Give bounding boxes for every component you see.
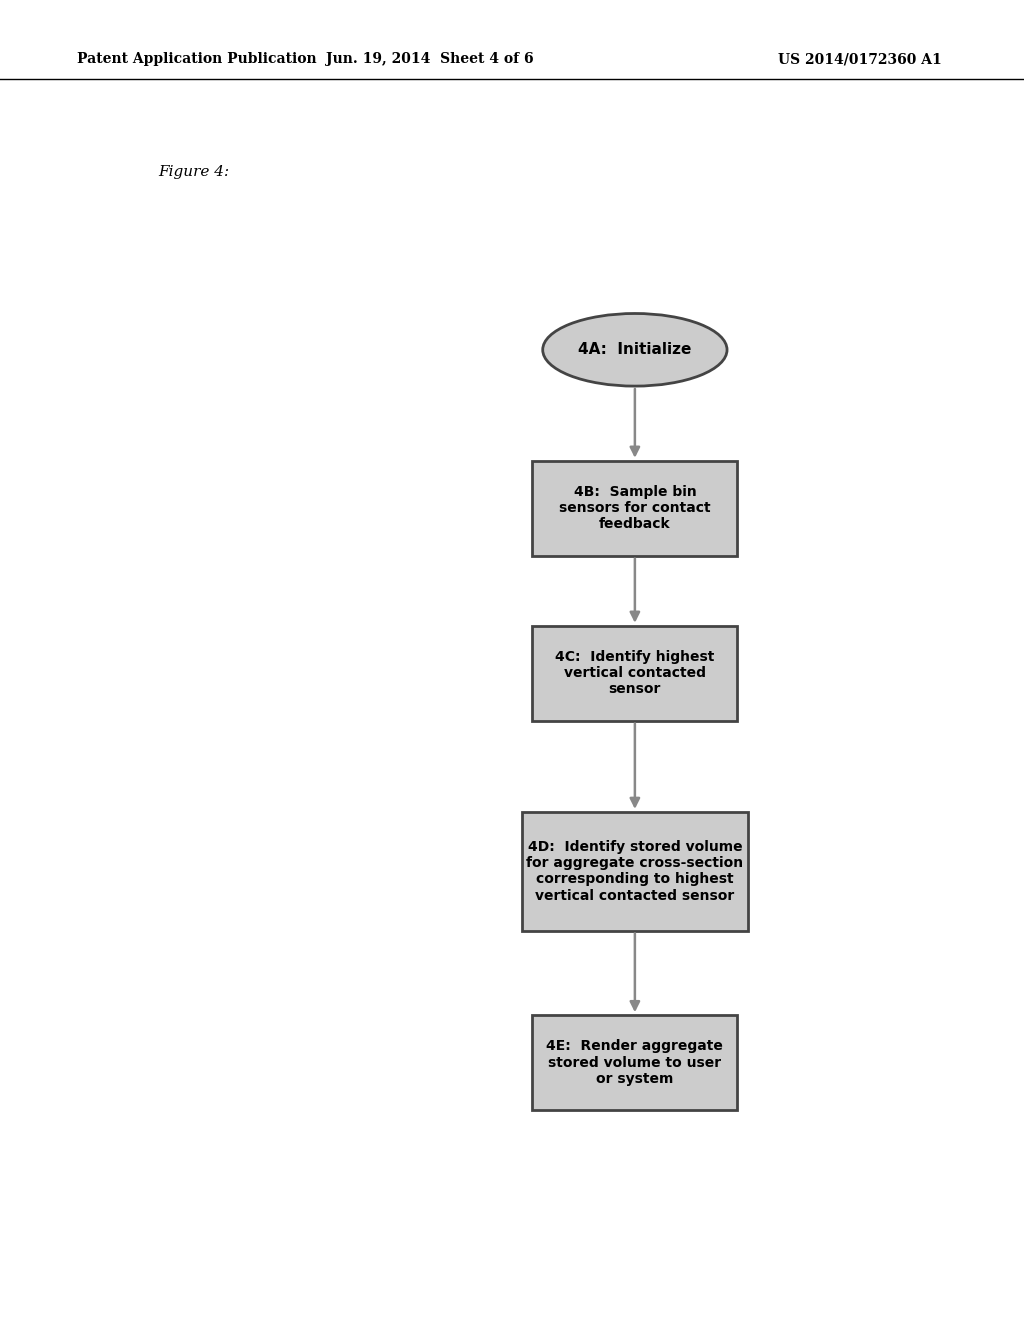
FancyBboxPatch shape bbox=[522, 812, 748, 931]
Text: 4D:  Identify stored volume
for aggregate cross-section
corresponding to highest: 4D: Identify stored volume for aggregate… bbox=[526, 840, 743, 903]
Ellipse shape bbox=[543, 314, 727, 385]
FancyBboxPatch shape bbox=[532, 461, 737, 556]
Text: US 2014/0172360 A1: US 2014/0172360 A1 bbox=[778, 53, 942, 66]
Text: Jun. 19, 2014  Sheet 4 of 6: Jun. 19, 2014 Sheet 4 of 6 bbox=[327, 53, 534, 66]
FancyBboxPatch shape bbox=[532, 1015, 737, 1110]
Text: Figure 4:: Figure 4: bbox=[159, 165, 229, 178]
Text: 4B:  Sample bin
sensors for contact
feedback: 4B: Sample bin sensors for contact feedb… bbox=[559, 484, 711, 532]
Text: 4C:  Identify highest
vertical contacted
sensor: 4C: Identify highest vertical contacted … bbox=[555, 649, 715, 697]
Text: 4E:  Render aggregate
stored volume to user
or system: 4E: Render aggregate stored volume to us… bbox=[547, 1039, 723, 1086]
Text: Patent Application Publication: Patent Application Publication bbox=[77, 53, 316, 66]
Text: 4A:  Initialize: 4A: Initialize bbox=[579, 342, 691, 358]
FancyBboxPatch shape bbox=[532, 626, 737, 721]
